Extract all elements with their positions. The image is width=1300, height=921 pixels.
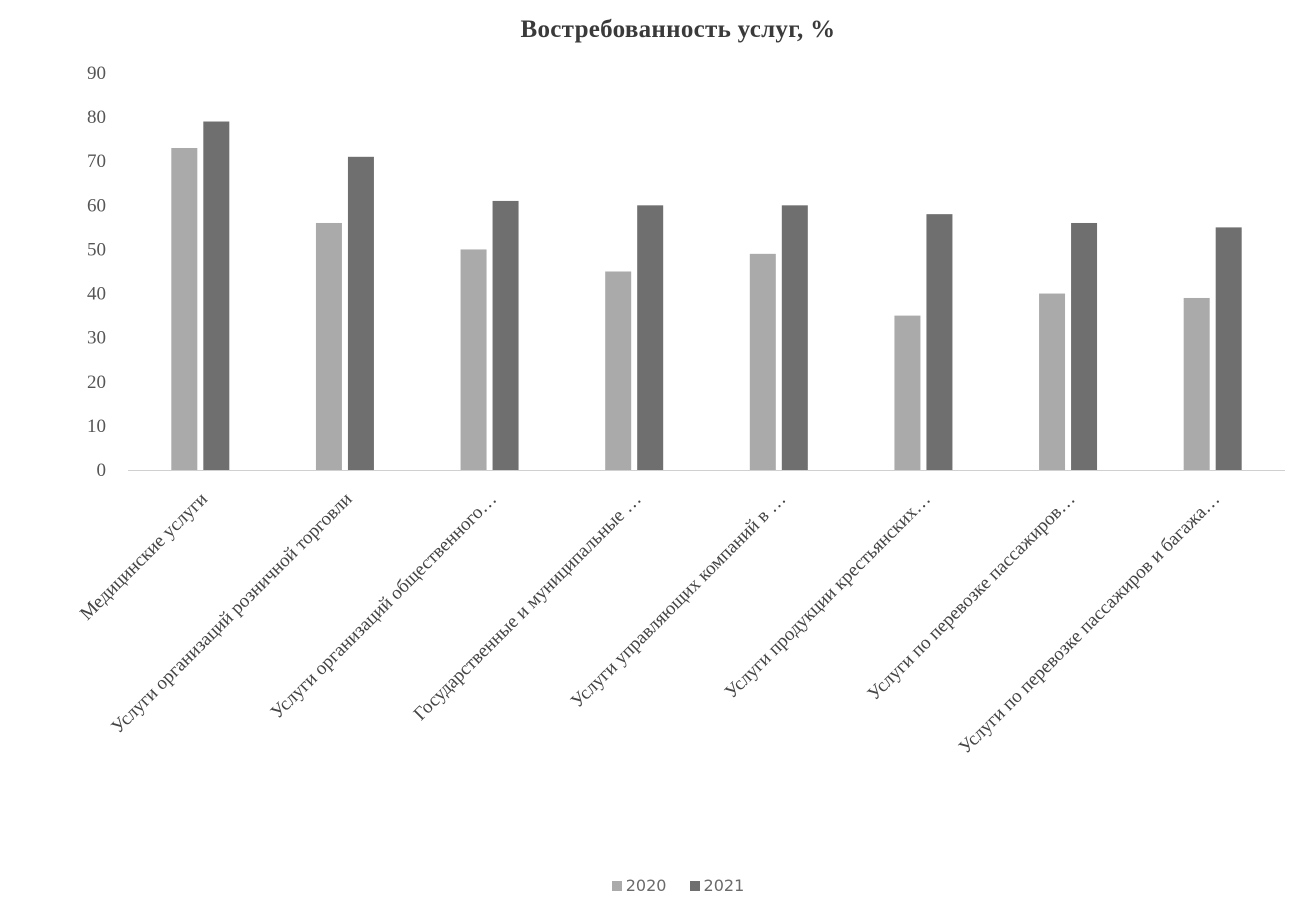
- chart-title: Востребованность услуг, %: [520, 16, 836, 43]
- x-tick-label: Услуги по перевозке пассажиров и багажа…: [955, 489, 1224, 758]
- y-tick-label: 30: [87, 328, 106, 349]
- legend-swatch-2020: [611, 881, 622, 891]
- bar-2021: [1215, 227, 1242, 470]
- x-tick-label: Государственные и муниципальные …: [410, 489, 646, 725]
- x-tick-label: Медицинские услуги: [76, 489, 212, 625]
- legend-swatch-2021: [689, 881, 700, 891]
- bar-2020: [749, 253, 776, 470]
- legend-label-2020: 2020: [625, 876, 667, 895]
- y-tick-label: 20: [87, 372, 106, 393]
- legend-item-2020: 2020: [611, 876, 667, 895]
- y-tick-label: 90: [87, 63, 106, 84]
- bar-2020: [460, 249, 487, 470]
- y-tick-label: 10: [87, 416, 106, 437]
- bar-2020: [171, 147, 198, 470]
- y-tick-label: 60: [87, 195, 106, 216]
- x-tick-label: Услуги организаций розничной торговли: [107, 489, 356, 738]
- bar-2020: [1183, 297, 1210, 470]
- bar-2021: [1071, 222, 1098, 470]
- bar-2021: [926, 214, 953, 470]
- y-tick-label: 50: [87, 239, 106, 260]
- legend-item-2021: 2021: [689, 876, 745, 895]
- bar-2020: [894, 315, 921, 470]
- x-tick-label: Услуги организаций общественного…: [267, 489, 501, 723]
- bar-2021: [347, 156, 374, 471]
- y-tick-label: 80: [87, 107, 106, 128]
- y-tick-label: 70: [87, 151, 106, 172]
- y-tick-label: 40: [87, 284, 106, 305]
- legend: 2020 2021: [0, 876, 1300, 895]
- legend-label-2021: 2021: [703, 876, 745, 895]
- bar-2021: [637, 205, 664, 471]
- bar-2021: [781, 205, 808, 471]
- bar-2021: [492, 200, 519, 470]
- bar-2020: [315, 222, 342, 470]
- bar-2020: [605, 271, 632, 470]
- bar-2020: [1039, 293, 1066, 470]
- y-tick-label: 0: [97, 460, 107, 481]
- bar-2021: [203, 121, 230, 471]
